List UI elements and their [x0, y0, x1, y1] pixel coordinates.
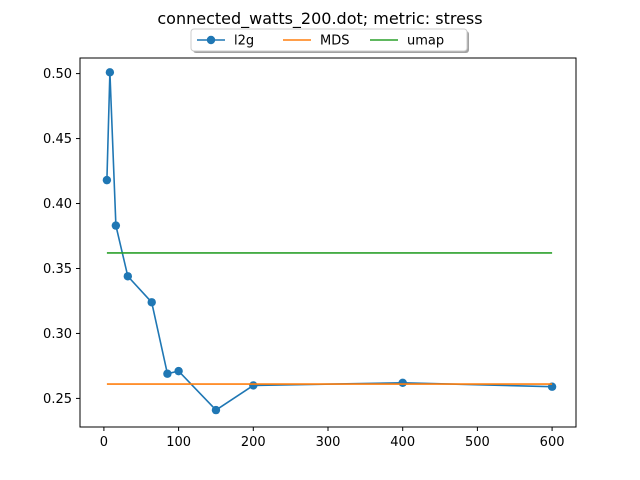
x-tick-label: 500 [465, 435, 490, 450]
legend-label-l2g: l2g [234, 34, 254, 49]
y-tick-label: 0.25 [43, 392, 72, 407]
data-point-l2g [105, 68, 115, 77]
x-tick-label: 0 [100, 435, 108, 450]
legend-marker-l2g [206, 35, 216, 45]
data-point-l2g [211, 405, 221, 415]
x-tick-label: 600 [540, 435, 565, 450]
legend-label-umap: umap [407, 34, 444, 49]
data-point-l2g [123, 272, 133, 281]
y-axis: 0.25 0.30 0.35 0.40 0.45 0.50 [43, 67, 80, 407]
x-tick-label: 100 [166, 435, 191, 450]
series-line-l2g [106, 72, 553, 412]
legend: l2g MDS umap [190, 28, 469, 53]
data-point-l2g [174, 366, 183, 376]
y-tick-label: 0.40 [43, 197, 72, 212]
y-tick-label: 0.45 [43, 132, 72, 147]
data-point-l2g [102, 175, 112, 185]
y-tick-label: 0.35 [43, 262, 72, 277]
x-tick-label: 200 [241, 435, 266, 450]
plot-area [102, 68, 557, 415]
data-point-l2g [398, 378, 407, 388]
x-axis: 0 100 200 300 400 500 600 [100, 427, 565, 450]
legend-box [190, 28, 468, 52]
chart-title: connected_watts_200.dot; metric: stress [157, 9, 482, 29]
data-point-l2g [147, 298, 156, 307]
x-tick-label: 300 [316, 435, 341, 450]
data-point-l2g [163, 369, 172, 378]
axes-frame [79, 57, 577, 428]
y-tick-label: 0.50 [43, 67, 72, 82]
data-point-l2g [249, 381, 258, 390]
legend-label-mds: MDS [320, 34, 349, 49]
data-point-l2g [111, 221, 121, 230]
y-tick-label: 0.30 [43, 327, 72, 342]
x-tick-label: 400 [390, 435, 415, 450]
